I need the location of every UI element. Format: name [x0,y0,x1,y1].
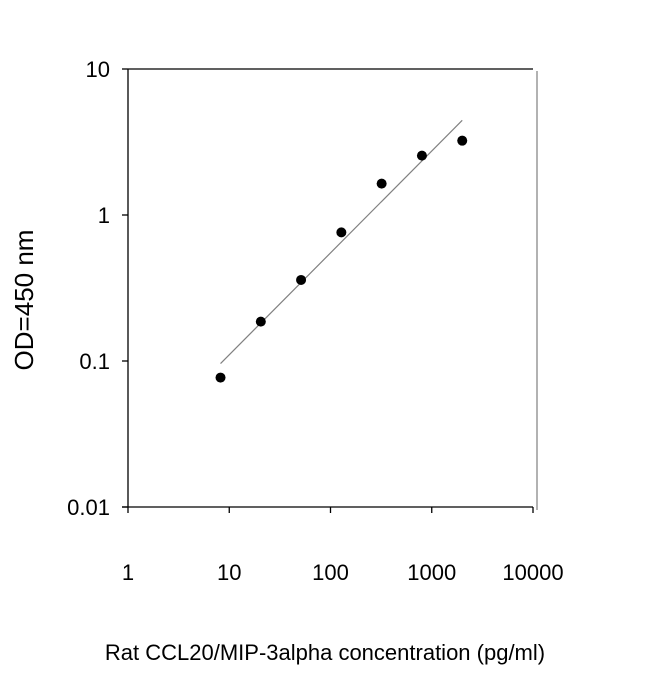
data-point [336,227,347,238]
data-point [376,178,387,189]
x-tick-label: 100 [312,560,349,585]
x-tick-label: 1000 [407,560,456,585]
data-point [457,135,468,146]
y-tick-label: 0.1 [79,349,110,374]
x-tick-label: 1 [122,560,134,585]
y-axis-title: OD=450 nm [9,230,39,371]
y-tick-label: 10 [86,57,110,82]
x-tick-label: 10 [217,560,241,585]
data-point [296,274,307,285]
x-tick-label: 10000 [502,560,563,585]
data-point [215,372,226,383]
x-axis-title: Rat CCL20/MIP-3alpha concentration (pg/m… [105,640,545,665]
y-tick-label: 0.01 [67,495,110,520]
data-point [255,316,266,327]
data-point [416,150,427,161]
y-tick-label: 1 [98,203,110,228]
